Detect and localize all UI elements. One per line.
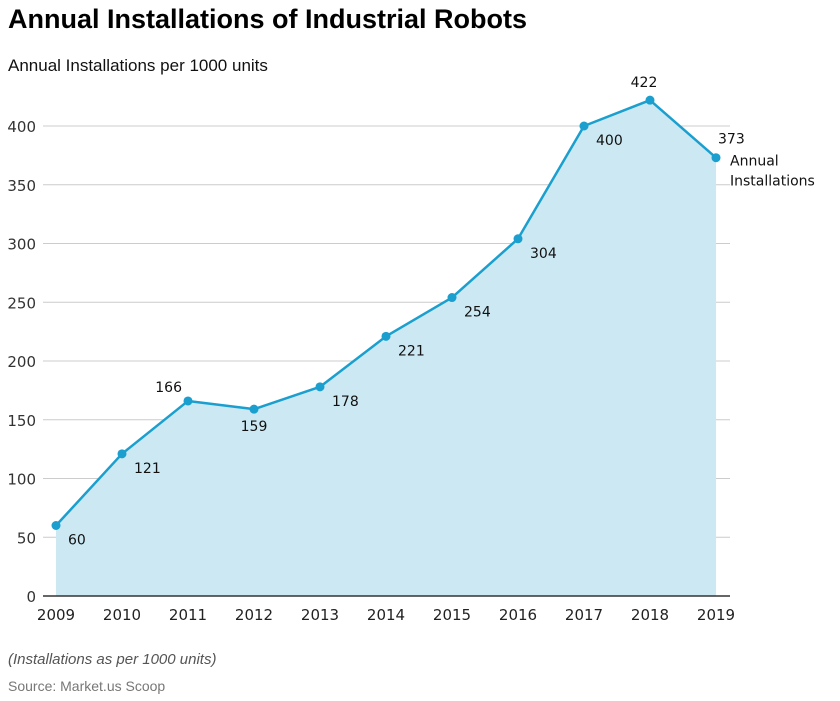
y-tick-label: 100 xyxy=(7,471,36,489)
series-label: Annual xyxy=(730,154,779,170)
x-tick-label: 2012 xyxy=(235,606,273,624)
x-tick-label: 2009 xyxy=(37,606,75,624)
chart-note: (Installations as per 1000 units) xyxy=(8,651,217,668)
data-label: 400 xyxy=(596,133,623,149)
x-tick-label: 2010 xyxy=(103,606,141,624)
x-tick-label: 2019 xyxy=(697,606,735,624)
y-tick-label: 400 xyxy=(7,118,36,136)
y-tick-label: 0 xyxy=(26,588,36,606)
data-point xyxy=(579,121,589,131)
data-label: 373 xyxy=(718,132,745,148)
data-label: 422 xyxy=(631,75,658,91)
data-point xyxy=(711,153,721,163)
y-tick-label: 200 xyxy=(7,353,36,371)
data-label: 221 xyxy=(398,343,425,359)
x-tick-label: 2011 xyxy=(169,606,207,624)
data-label: 166 xyxy=(155,380,182,396)
data-point xyxy=(513,234,523,244)
data-point xyxy=(117,449,127,459)
data-label: 178 xyxy=(332,394,359,410)
series-label: Installations xyxy=(730,174,815,190)
data-label: 121 xyxy=(134,461,161,477)
data-label: 304 xyxy=(530,246,557,262)
data-label: 159 xyxy=(241,419,268,435)
x-tick-label: 2015 xyxy=(433,606,471,624)
chart-source: Source: Market.us Scoop xyxy=(8,678,166,694)
data-point xyxy=(447,293,457,303)
y-tick-label: 50 xyxy=(17,529,36,547)
data-label: 60 xyxy=(68,533,86,549)
x-tick-label: 2014 xyxy=(367,606,405,624)
data-point xyxy=(51,521,61,530)
y-tick-label: 300 xyxy=(7,236,36,254)
data-point xyxy=(381,331,391,341)
x-tick-label: 2017 xyxy=(565,606,603,624)
x-tick-label: 2018 xyxy=(631,606,669,624)
chart-subtitle: Annual Installations per 1000 units xyxy=(8,56,268,75)
y-tick-label: 250 xyxy=(7,294,36,312)
y-tick-label: 150 xyxy=(7,412,36,430)
x-tick-label: 2013 xyxy=(301,606,339,624)
data-point xyxy=(183,396,193,406)
data-label: 254 xyxy=(464,305,491,321)
area-fill xyxy=(56,100,716,597)
x-tick-label: 2016 xyxy=(499,606,537,624)
data-point xyxy=(315,382,325,392)
y-tick-label: 350 xyxy=(7,177,36,195)
data-point xyxy=(249,404,259,414)
chart-title: Annual Installations of Industrial Robot… xyxy=(8,4,528,34)
data-point xyxy=(645,95,655,105)
